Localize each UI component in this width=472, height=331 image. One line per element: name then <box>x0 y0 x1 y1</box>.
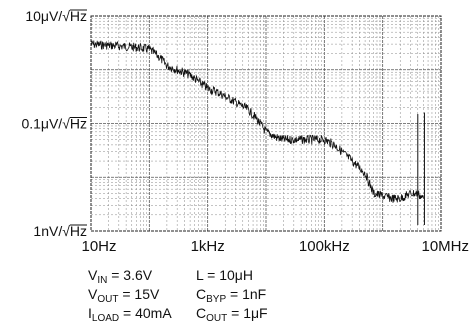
plot-frame <box>90 15 442 232</box>
annotation-cout: COUT = 1μF <box>196 305 268 324</box>
series-line-0 <box>90 40 424 203</box>
annotation-iload: ILOAD = 40mA <box>88 305 172 324</box>
grid <box>90 15 442 232</box>
annotation-vin: VIN = 3.6V <box>88 267 153 286</box>
y-tick-label-2: 1nV/√Hz <box>33 223 87 239</box>
x-tick-label-2: 100kHz <box>299 238 350 255</box>
y-tick-label-1: 0.1μV/√Hz <box>21 116 87 132</box>
annotation-cbyp: CBYP = 1nF <box>196 286 267 305</box>
x-tick-label-1: 1kHz <box>191 238 225 255</box>
annotation-vout: VOUT = 15V <box>88 286 160 305</box>
y-tick-label-0: 10μV/√Hz <box>25 8 87 24</box>
series-layer <box>90 40 425 225</box>
x-tick-label-0: 10Hz <box>81 238 116 255</box>
x-tick-label-3: 10MHz <box>421 238 469 255</box>
annotation-inductor: L = 10μH <box>196 267 253 283</box>
